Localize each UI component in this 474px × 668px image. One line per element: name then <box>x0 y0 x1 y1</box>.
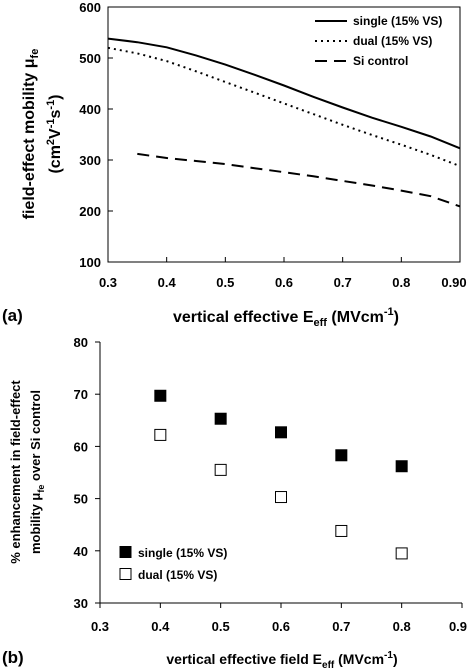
y-axis-label-a-line2: (cm2V-1s-1) <box>45 94 64 173</box>
legend-label-b: dual (15% VS) <box>138 568 217 582</box>
data-point-single <box>335 449 348 462</box>
y-tick-label-b: 40 <box>74 544 88 559</box>
data-point-single <box>275 426 287 439</box>
y-tick-label-a: 400 <box>79 102 101 117</box>
legend-swatch-b <box>119 568 132 580</box>
legend-label-b: single (15% VS) <box>138 546 227 560</box>
data-point-single <box>395 460 408 473</box>
y-tick-label-a: 500 <box>79 51 101 66</box>
panel-label-a: (a) <box>2 306 23 325</box>
legend-label-a: single (15% VS) <box>353 14 442 28</box>
panel-label-b: (b) <box>2 648 24 667</box>
legend-label-a: dual (15% VS) <box>353 34 432 48</box>
data-point-dual <box>395 547 408 560</box>
data-point-single <box>154 389 167 402</box>
series-line-dashed <box>137 152 461 208</box>
x-tick-label-a: 0.5 <box>216 275 234 290</box>
y-tick-label-b: 60 <box>74 439 88 454</box>
panel-b-enhancement-vs-field: 30 40 50 60 70 80 0.3 0.4 0.5 0.6 0.7 0.8 0.9 single … <box>2 335 467 668</box>
x-tick-label-b: 0.8 <box>393 619 411 634</box>
y-tick-label-b: 50 <box>74 492 88 507</box>
data-point-dual <box>214 463 227 476</box>
data-point-dual <box>154 428 167 441</box>
y-tick-label-a: 600 <box>79 0 101 15</box>
data-point-dual <box>335 524 348 537</box>
x-tick-label-a: 0.3 <box>99 275 117 290</box>
panel-a-mobility-vs-field: 100 200 300 400 500 600 0.3 0.4 0.5 0.6 0.7 0.8 0.90… <box>2 0 467 329</box>
series-line-dotted <box>107 46 461 168</box>
x-tick-label-b: 0.6 <box>272 619 290 634</box>
x-tick-label-a: 0.4 <box>158 275 177 290</box>
legend-label-a: Si control <box>353 54 408 68</box>
x-axis-label-b: vertical effective field Eeff (MVcm-1) <box>166 650 397 668</box>
y-axis-label-a-line1: field-effect mobility μfe <box>21 49 41 220</box>
series-line-solid <box>107 37 461 150</box>
x-tick-label-b: 0.3 <box>91 619 109 634</box>
y-tick-label-a: 100 <box>79 255 101 270</box>
y-tick-label-a: 300 <box>79 153 101 168</box>
x-tick-label-a: 0.6 <box>275 275 293 290</box>
x-tick-label-b: 0.7 <box>332 619 350 634</box>
legend-swatch-b <box>119 546 132 558</box>
y-axis-label-b-line2: mobility μfe over Si control <box>28 390 46 554</box>
y-tick-label-b: 80 <box>74 335 88 350</box>
x-tick-label-a: 0.90 <box>441 275 466 290</box>
data-point-dual <box>275 491 287 504</box>
x-tick-label-a: 0.8 <box>392 275 410 290</box>
x-tick-label-a: 0.7 <box>334 275 352 290</box>
y-tick-label-b: 30 <box>74 596 88 611</box>
y-tick-label-b: 70 <box>74 387 88 402</box>
x-axis-label-a: vertical effective Eeff (MVcm-1) <box>173 306 399 329</box>
y-axis-label-b-line1: % enhancement in field-effect <box>8 380 23 564</box>
data-point-single <box>214 412 227 425</box>
x-tick-label-b: 0.9 <box>449 619 467 634</box>
x-tick-label-b: 0.4 <box>151 619 170 634</box>
x-tick-label-b: 0.5 <box>212 619 230 634</box>
y-tick-label-a: 200 <box>79 204 101 219</box>
